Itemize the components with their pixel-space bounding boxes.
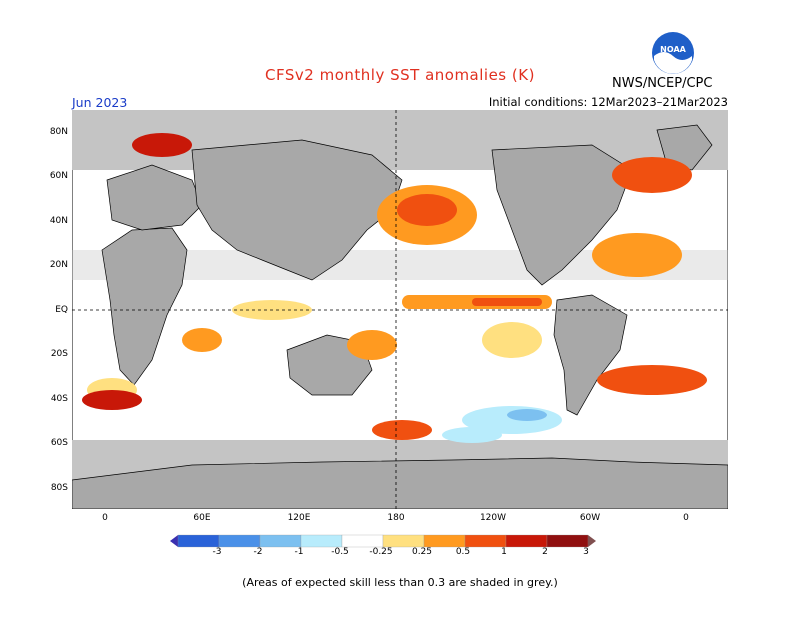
colorbar-tick-label: -2: [253, 547, 263, 557]
lon-label: 0: [683, 513, 689, 523]
chart-title: CFSv2 monthly SST anomalies (K): [265, 66, 535, 84]
forecast-month: Jun 2023: [72, 95, 128, 110]
noaa-logo-icon: NOAA: [652, 32, 694, 74]
colorbar-tick-label: 3: [583, 547, 589, 557]
colorbar-tick-label: 2: [542, 547, 548, 557]
sst-anomaly-map: [72, 110, 728, 509]
lon-label: 120W: [479, 513, 507, 523]
noaa-logo-text: NOAA: [660, 45, 686, 54]
initial-conditions: Initial conditions: 12Mar2023–21Mar2023: [488, 95, 728, 109]
lat-label: 40N: [49, 216, 68, 226]
colorbar-segment: [259, 534, 302, 548]
colorbar-tick-label: -0.5: [331, 547, 349, 557]
colorbar-tick-label: 1: [501, 547, 507, 557]
lat-label: EQ: [55, 305, 68, 315]
colorbar-segment: [423, 534, 466, 548]
lon-label: 60W: [579, 513, 601, 523]
lon-label: 120E: [287, 513, 311, 523]
lat-label: 80N: [49, 127, 68, 137]
colorbar-tick-label: -0.25: [369, 547, 393, 557]
colorbar-legend: [170, 534, 596, 548]
colorbar-segment: [177, 534, 220, 548]
lon-label: 0: [102, 513, 108, 523]
colorbar-segment: [218, 534, 261, 548]
agency-label: NWS/NCEP/CPC: [612, 76, 713, 91]
colorbar-tick-label: 0.5: [455, 547, 471, 557]
lat-label: 20S: [50, 349, 68, 359]
colorbar-segment: [505, 534, 548, 548]
colorbar-segment: [464, 534, 507, 548]
lat-label: 60S: [50, 438, 68, 448]
colorbar-tick-label: -3: [212, 547, 222, 557]
skill-footnote: (Areas of expected skill less than 0.3 a…: [242, 576, 558, 589]
lat-label: 20N: [49, 260, 68, 270]
lat-label: 40S: [50, 394, 68, 404]
colorbar-right-arrow: [588, 535, 596, 547]
colorbar-segment: [546, 534, 589, 548]
colorbar-tick-label: -1: [294, 547, 304, 557]
lat-label: 60N: [49, 171, 68, 181]
lon-label: 60E: [193, 513, 211, 523]
colorbar-segment: [300, 534, 343, 548]
colorbar-segment: [341, 534, 384, 548]
colorbar-tick-label: 0.25: [411, 547, 433, 557]
colorbar-left-arrow: [170, 535, 178, 547]
lat-label: 80S: [50, 483, 68, 493]
colorbar-segment: [382, 534, 425, 548]
lon-label: 180: [387, 513, 405, 523]
